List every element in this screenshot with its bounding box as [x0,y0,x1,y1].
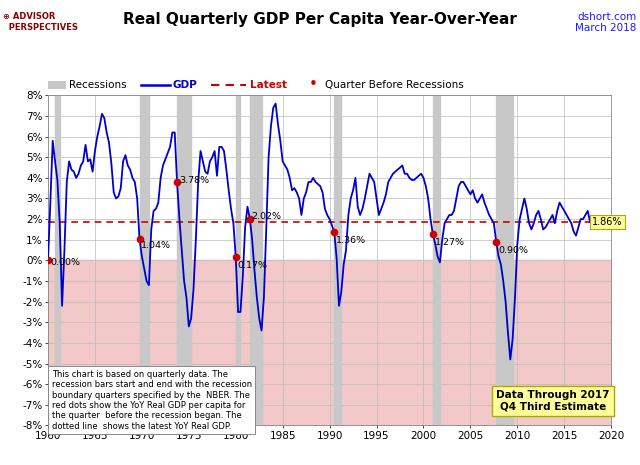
Bar [55,95,60,425]
Text: 0.17%: 0.17% [237,261,268,270]
Bar [250,95,262,425]
Text: ⊕ ADVISOR
  PERSPECTIVES: ⊕ ADVISOR PERSPECTIVES [3,12,78,33]
Text: Quarter Before Recessions: Quarter Before Recessions [325,80,464,90]
Text: dshort.com
March 2018: dshort.com March 2018 [575,12,637,33]
Text: GDP: GDP [173,80,198,90]
Text: This chart is based on quarterly data. The
recession bars start and end with the: This chart is based on quarterly data. T… [52,370,252,431]
Text: 1.36%: 1.36% [336,236,366,245]
Text: 1.27%: 1.27% [435,238,465,247]
Text: 0.00%: 0.00% [51,258,81,267]
Bar [334,95,341,425]
Text: 3.78%: 3.78% [179,176,209,185]
Bar [433,95,440,425]
Text: Real Quarterly GDP Per Capita Year-Over-Year: Real Quarterly GDP Per Capita Year-Over-… [123,12,517,27]
Bar [496,95,513,425]
Text: Data Through 2017
Q4 Third Estimate: Data Through 2017 Q4 Third Estimate [496,390,610,412]
Text: 0.90%: 0.90% [498,246,528,254]
Text: Recessions: Recessions [69,80,127,90]
Bar [177,95,191,425]
Text: 1.04%: 1.04% [141,240,172,250]
Text: 1.86%: 1.86% [592,217,623,227]
Text: •: • [309,77,318,92]
Text: 2.02%: 2.02% [252,212,282,221]
Text: Latest: Latest [250,80,287,90]
Bar [236,95,241,425]
Bar [140,95,149,425]
